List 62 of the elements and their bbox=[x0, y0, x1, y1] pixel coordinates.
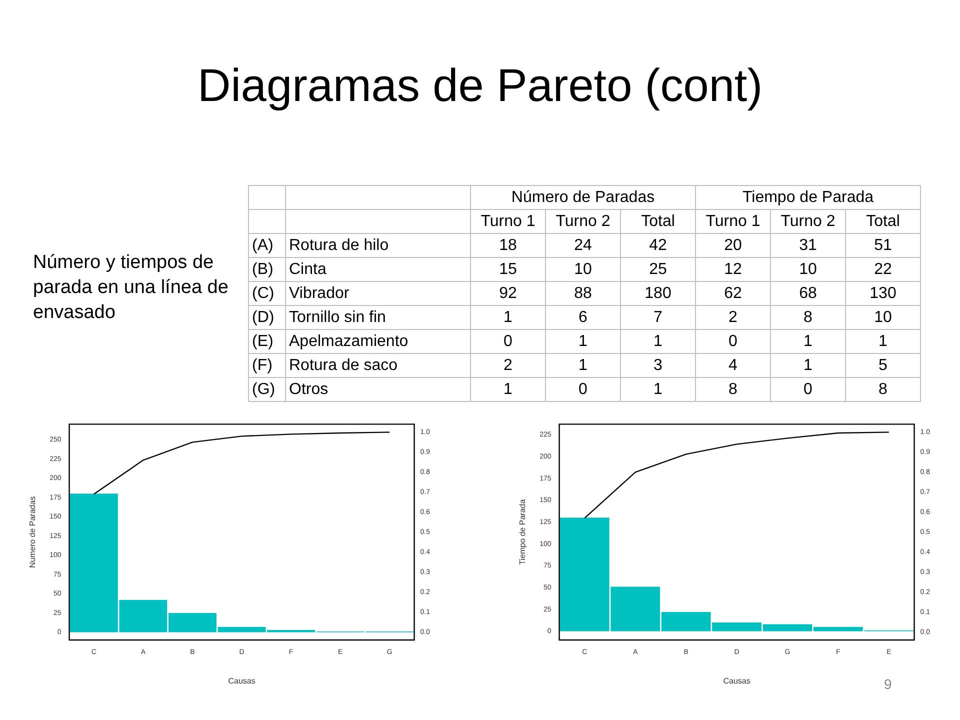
legend-label: Turno 2 bbox=[770, 210, 846, 234]
data-label: 1 bbox=[846, 330, 920, 354]
text: Tiempo de Parada bbox=[696, 186, 920, 210]
data-label: 130 bbox=[846, 282, 920, 306]
x-axis-title: Causas bbox=[228, 676, 256, 686]
data-label: 10 bbox=[770, 258, 846, 282]
data-label: 18 bbox=[470, 234, 546, 258]
data-label: 8 bbox=[696, 378, 770, 402]
text: Diagramas de Pareto (cont) bbox=[196, 58, 764, 112]
data-label: 1 bbox=[620, 378, 696, 402]
category-label: (C) Vibrador bbox=[251, 284, 350, 304]
text: Número y tiempos de parada en una línea de envasado bbox=[33, 251, 230, 325]
text: Número de Paradas bbox=[470, 186, 696, 210]
text: Turno 1 bbox=[470, 210, 546, 234]
data-label: 3 bbox=[620, 354, 696, 378]
category-label: (A) Rotura de hilo bbox=[251, 236, 390, 256]
legend-label: Total bbox=[846, 210, 920, 234]
category-label: (E) Apelmazamiento bbox=[251, 332, 410, 352]
data-label: 4 bbox=[696, 354, 770, 378]
category-label: (F) Rotura de saco bbox=[251, 356, 399, 376]
category-label: (D) Tornillo sin fin bbox=[251, 308, 387, 328]
data-label: 25 bbox=[620, 258, 696, 282]
data-label: 1 bbox=[470, 378, 546, 402]
data-label: 62 bbox=[696, 282, 770, 306]
data-label: 6 bbox=[546, 306, 620, 330]
data-label: 1 bbox=[770, 354, 846, 378]
data-label: 8 bbox=[846, 378, 920, 402]
data-label: 68 bbox=[770, 282, 846, 306]
data-label: 42 bbox=[620, 234, 696, 258]
data-label: 1 bbox=[546, 354, 620, 378]
category-label: (G) Otros bbox=[251, 380, 330, 400]
legend-label: Total bbox=[620, 210, 696, 234]
y-axis-title: Numero de Paradas bbox=[28, 496, 38, 568]
data-label: 1 bbox=[470, 306, 546, 330]
data-label: 31 bbox=[770, 234, 846, 258]
legend-label: Turno 2 bbox=[546, 210, 620, 234]
data-label: 10 bbox=[546, 258, 620, 282]
data-label: 20 bbox=[696, 234, 770, 258]
legend-label: Turno 1 bbox=[696, 210, 770, 234]
data-label: 180 bbox=[620, 282, 696, 306]
x-axis-title: Causas bbox=[723, 676, 750, 686]
data-label: 5 bbox=[846, 354, 920, 378]
data-label: 0 bbox=[696, 330, 770, 354]
data-label: 7 bbox=[620, 306, 696, 330]
data-label: 92 bbox=[470, 282, 546, 306]
text: 9 bbox=[884, 676, 892, 692]
data-label: 2 bbox=[470, 354, 546, 378]
data-label: 1 bbox=[770, 330, 846, 354]
data-label: 24 bbox=[546, 234, 620, 258]
data-label: 8 bbox=[770, 306, 846, 330]
data-label: 22 bbox=[846, 258, 920, 282]
data-label: 12 bbox=[696, 258, 770, 282]
y-axis-title: Tiempo de Parada bbox=[518, 498, 528, 565]
data-label: 88 bbox=[546, 282, 620, 306]
data-label: 1 bbox=[620, 330, 696, 354]
category-label: (B) Cinta bbox=[251, 260, 328, 280]
data-label: 15 bbox=[470, 258, 546, 282]
data-label: 1 bbox=[546, 330, 620, 354]
data-label: 2 bbox=[696, 306, 770, 330]
data-label: 0 bbox=[770, 378, 846, 402]
data-label: 51 bbox=[846, 234, 920, 258]
data-label: 10 bbox=[846, 306, 920, 330]
